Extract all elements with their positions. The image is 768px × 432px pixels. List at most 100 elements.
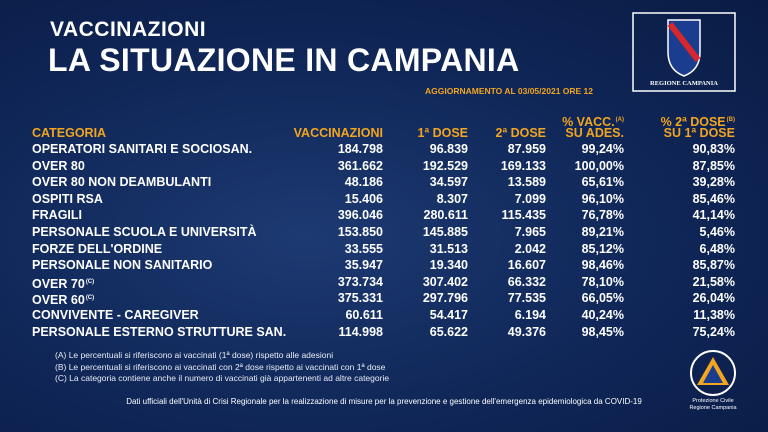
category-cell: OVER 80: [32, 159, 85, 173]
header-text: 1ª DOSE: [417, 126, 468, 140]
value-cell: 26,04%: [692, 291, 735, 306]
value-cell: 39,28%: [692, 175, 735, 190]
value-cell: 2.042: [514, 241, 546, 256]
value-cell: 89,21%: [581, 225, 624, 239]
category-cell: FORZE DELL'ORDINE: [32, 242, 162, 256]
value-cell: 99,24%: [581, 142, 624, 156]
region-logo: REGIONE CAMPANIA: [632, 12, 736, 92]
value-cell: 66.332: [507, 274, 546, 289]
column-header: SU 1ª DOSE: [664, 127, 735, 140]
column-header: 2ª DOSE: [496, 127, 546, 140]
value-cell: 21,58%: [692, 274, 735, 289]
value-cell: 169.133: [500, 158, 546, 173]
value-cell: 6.194: [514, 308, 546, 322]
value-cell: 280.611: [423, 208, 469, 223]
category: OSPITI RSA: [32, 191, 103, 206]
value-cell: 48.186: [344, 175, 383, 190]
category: OPERATORI SANITARI E SOCIOSAN.: [32, 142, 253, 156]
value-cell: 40,24%: [581, 308, 624, 322]
column-header: VACCINAZIONI: [294, 127, 383, 140]
category: PERSONALE NON SANITARIO: [32, 258, 213, 273]
value-cell: 114.998: [338, 324, 384, 339]
value-cell: 60.611: [345, 308, 383, 322]
category: OVER 60: [32, 293, 85, 308]
category: CONVIVENTE - CAREGIVER: [32, 308, 199, 322]
value-cell: 192.529: [422, 158, 468, 173]
category: FORZE DELL'ORDINE: [32, 241, 163, 256]
value-cell: 90,83%: [692, 142, 735, 156]
value-cell: 6,48%: [699, 241, 735, 256]
value-cell: 33.555: [344, 241, 383, 256]
value-cell: 115.435: [501, 208, 547, 223]
category-cell: OPERATORI SANITARI E SOCIOSAN.: [32, 142, 252, 156]
value-cell: 16.607: [507, 258, 546, 273]
value-cell: 49.376: [507, 324, 546, 339]
value-cell: 98,46%: [581, 258, 624, 273]
header-note: (B): [726, 117, 735, 123]
value-cell: 77.535: [507, 291, 546, 306]
value-cell: 85,12%: [581, 241, 624, 256]
column-header: 1ª DOSE: [418, 127, 468, 140]
column-header: % VACC.(A): [562, 114, 624, 129]
value-cell: 34.597: [429, 175, 468, 190]
value-cell: 297.796: [422, 291, 468, 306]
value-cell: 65,61%: [581, 175, 624, 190]
value-cell: 153.850: [337, 225, 383, 239]
value-cell: 98,45%: [581, 324, 624, 339]
value-cell: 8.307: [436, 191, 468, 206]
logo-band: [667, 22, 701, 62]
category: OVER 80: [32, 158, 85, 173]
header-note: (A): [615, 117, 624, 123]
value-cell: 54.417: [429, 308, 468, 322]
value-cell: 396.046: [337, 208, 383, 223]
logo-label: REGIONE CAMPANIA: [650, 80, 718, 87]
category-cell: PERSONALE ESTERNO STRUTTURE SAN.: [32, 325, 286, 339]
value-cell: 307.402: [422, 274, 468, 289]
source: Dati ufficiali dell'Unità di Crisi Regio…: [126, 397, 642, 406]
value-cell: 145.885: [422, 225, 468, 239]
value-cell: 13.589: [507, 175, 546, 190]
category: OVER 70: [32, 276, 85, 291]
category-cell: FRAGILI: [32, 208, 82, 222]
column-header: % 2ª DOSE(B): [661, 114, 735, 129]
header-text: SU 1ª DOSE: [663, 126, 735, 140]
category-note: (C): [85, 295, 95, 302]
kicker: VACCINAZIONI: [50, 18, 207, 41]
value-cell: 41,14%: [692, 208, 735, 223]
category-cell: OVER 80 NON DEAMBULANTI: [32, 175, 211, 189]
value-cell: 66,05%: [581, 291, 624, 306]
value-cell: 361.662: [337, 158, 383, 173]
title: LA SITUAZIONE IN CAMPANIA: [48, 42, 520, 78]
category-cell: CONVIVENTE - CAREGIVER: [32, 308, 199, 322]
civil-protection-logo: Protezione Civile Regione Campania: [689, 350, 737, 411]
category-cell: PERSONALE NON SANITARIO: [32, 258, 212, 272]
cp-inner: [703, 365, 723, 383]
category: OVER 80 NON DEAMBULANTI: [32, 175, 212, 190]
cp-label: Regione Campania: [689, 405, 737, 411]
value-cell: 85,87%: [692, 258, 735, 273]
value-cell: 31.513: [429, 241, 468, 256]
value-cell: 76,78%: [581, 208, 624, 223]
category-cell: OSPITI RSA: [32, 192, 103, 206]
cp-ring: [690, 350, 736, 396]
category-cell: PERSONALE SCUOLA E UNIVERSITÀ: [32, 225, 257, 239]
value-cell: 7.965: [514, 225, 546, 239]
footnote: (B) Le percentuali si riferiscono ai vac…: [55, 361, 386, 372]
header-text: CATEGORIA: [32, 126, 107, 140]
cp-label: Protezione Civile: [692, 398, 733, 404]
header-text: 2ª DOSE: [495, 126, 546, 140]
category-note: (C): [85, 278, 95, 285]
update-date: AGGIORNAMENTO AL 03/05/2021 ORE 12: [425, 86, 594, 96]
category: PERSONALE SCUOLA E UNIVERSITÀ: [32, 225, 257, 239]
value-cell: 19.340: [429, 258, 468, 273]
value-cell: 96.839: [429, 142, 468, 156]
column-header: CATEGORIA: [32, 127, 106, 140]
footnote: (C) La categoria contiene anche il numer…: [55, 373, 390, 383]
category: PERSONALE ESTERNO STRUTTURE SAN.: [32, 324, 287, 339]
footnote: (A) Le percentuali si riferiscono ai vac…: [55, 350, 334, 360]
value-cell: 35.947: [344, 258, 383, 273]
value-cell: 65.622: [429, 324, 468, 339]
value-cell: 87.959: [507, 142, 546, 156]
value-cell: 96,10%: [581, 191, 624, 206]
